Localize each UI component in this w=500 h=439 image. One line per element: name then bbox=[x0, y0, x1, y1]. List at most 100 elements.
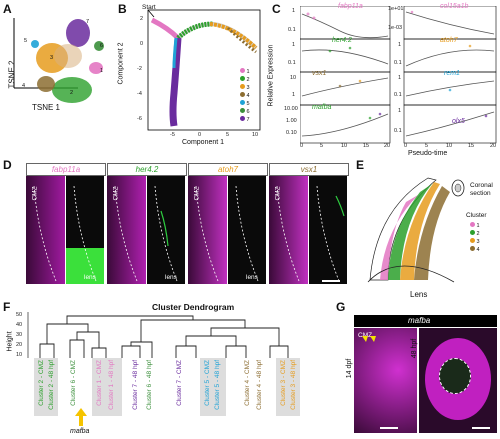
b-legend-item-4: 4 bbox=[240, 92, 250, 100]
f-leaf-box-2 bbox=[34, 358, 58, 416]
gene-atoh7: atoh7 bbox=[440, 37, 458, 44]
f-leaf-9: Cluster 5 - 48 hpf bbox=[214, 360, 221, 410]
d-header-atoh7: atoh7 bbox=[188, 163, 268, 176]
panel-label-f: F bbox=[3, 300, 11, 314]
d-lens-label-1: lens bbox=[84, 274, 96, 281]
tsne-ylabel: TSNE 2 bbox=[7, 60, 17, 89]
c-rtick-2: 1 bbox=[398, 42, 402, 48]
g-lens bbox=[439, 358, 471, 394]
c-ltick-1: 0.1 bbox=[288, 27, 296, 33]
c-xtick-l1: 5 bbox=[320, 143, 324, 149]
c-rtick-4: 1 bbox=[398, 75, 402, 81]
b-xtick-10: 10 bbox=[252, 132, 259, 138]
f-leaf-2: Cluster 6 - CMZ bbox=[70, 360, 77, 406]
c-ltick-7: 1.00 bbox=[286, 118, 297, 124]
c-xtick-r3: 15 bbox=[468, 143, 475, 149]
expression-plots bbox=[300, 6, 497, 144]
panel-label-c: C bbox=[272, 2, 281, 16]
d-scale-bar bbox=[322, 280, 340, 282]
g-scale-bar-1 bbox=[380, 427, 398, 429]
c-xlabel: Pseudo-time bbox=[408, 150, 448, 157]
trajectory-plot bbox=[147, 9, 261, 131]
b-ylabel: Component 2 bbox=[117, 42, 125, 85]
b-legend-item-7: 7 bbox=[240, 116, 250, 124]
b-ytick-2: 2 bbox=[140, 16, 144, 22]
b-legend-item-1: 1 bbox=[240, 68, 250, 76]
f-leaf-10: Cluster 4 - CMZ bbox=[244, 360, 251, 406]
c-xtick-l2: 10 bbox=[341, 143, 348, 149]
g-header-bar bbox=[354, 315, 497, 327]
b-legend-item-5: 5 bbox=[240, 100, 250, 108]
d-lens-green bbox=[66, 248, 104, 284]
b-ytick--6: -6 bbox=[137, 116, 142, 122]
f-leaf-13: Cluster 3 - 48 hpf bbox=[290, 360, 297, 410]
d-cmz-label-1: CMZ bbox=[31, 186, 39, 201]
c-xtick-l0: 0 bbox=[300, 143, 304, 149]
tsne-cluster-7: 7 bbox=[86, 19, 90, 25]
d-header-vsx1: vsx1 bbox=[269, 163, 349, 176]
f-leaf-box-3 bbox=[276, 358, 300, 416]
panel-label-b: B bbox=[118, 2, 127, 16]
g-14dpf-image bbox=[354, 328, 417, 433]
c-rtick-6: 1 bbox=[398, 108, 402, 114]
d-cmz-label-3: CMZ bbox=[193, 186, 201, 201]
e-cluster-3: 3 bbox=[470, 238, 480, 245]
c-xtick-r4: 20 bbox=[490, 143, 497, 149]
f-leaf-11: Cluster 4 - 48 hpf bbox=[256, 360, 263, 410]
g-label-48hpf: 48 hpf bbox=[411, 338, 419, 359]
f-leaf-6: Cluster 6 - 48 hpf bbox=[146, 360, 153, 410]
f-leaf-3: Cluster 1 - CMZ bbox=[96, 360, 103, 406]
c-xtick-r0: 0 bbox=[404, 143, 408, 149]
d-her4-merge bbox=[107, 176, 146, 284]
f-leaf-0: Cluster 2 - CMZ bbox=[38, 360, 45, 406]
b-legend-item-2: 2 bbox=[240, 76, 250, 84]
d-atoh7-channel bbox=[228, 176, 266, 284]
c-rtick-3: 0.1 bbox=[394, 60, 402, 66]
g-cmz-label: CMZ bbox=[358, 332, 373, 339]
c-ltick-0: 1 bbox=[292, 8, 296, 14]
f-leaf-box-5 bbox=[200, 358, 226, 416]
g-scale-bar-2 bbox=[472, 427, 490, 429]
d-cmz-label-2: CMZ bbox=[112, 186, 120, 201]
f-leaf-7: Cluster 7 - CMZ bbox=[176, 360, 183, 406]
c-ltick-4: 10 bbox=[290, 75, 297, 81]
gene-fabp11a: fabp11a bbox=[338, 3, 363, 10]
b-xlabel: Component 1 bbox=[182, 139, 225, 146]
d-vsx1-merge bbox=[269, 176, 308, 284]
c-xtick-r2: 10 bbox=[446, 143, 453, 149]
c-ltick-6: 10.00 bbox=[284, 106, 298, 112]
tsne-cluster-6: 6 bbox=[100, 43, 104, 49]
gene-her4-2: her4.2 bbox=[332, 37, 352, 44]
panel-label-d: D bbox=[3, 158, 12, 172]
d-header-fabp11a: fabp11a bbox=[26, 163, 106, 176]
gene-olx5: olx5 bbox=[452, 118, 465, 125]
b-legend-item-3: 3 bbox=[240, 84, 250, 92]
tsne-cluster-4: 4 bbox=[22, 83, 26, 89]
panel-label-e: E bbox=[356, 158, 365, 172]
e-coronal: Coronal bbox=[470, 182, 493, 189]
g-label-14dpf: 14 dpf bbox=[346, 358, 354, 379]
c-xtick-r1: 5 bbox=[425, 143, 429, 149]
d-header-her4-2: her4.2 bbox=[107, 163, 187, 176]
tsne-cluster-1: 1 bbox=[100, 68, 104, 74]
gene-mafba: mafba bbox=[312, 104, 332, 111]
e-section: section bbox=[470, 190, 491, 197]
c-ylabel: Relative Expression bbox=[267, 44, 275, 107]
schematic-eye bbox=[367, 177, 465, 283]
panel-label-g: G bbox=[336, 300, 346, 314]
g-arrowhead-icons bbox=[362, 336, 376, 342]
f-leaf-4: Cluster 1 - 48 hpf bbox=[108, 360, 115, 410]
c-ltick-5: 1 bbox=[292, 92, 296, 98]
e-cluster-1: 1 bbox=[470, 222, 480, 229]
f-ytick-10: 10 bbox=[16, 352, 23, 358]
gene-col15a1b: col15a1b bbox=[440, 3, 469, 10]
c-ltick-3: 0.1 bbox=[288, 60, 296, 66]
dendrogram-title: Cluster Dendrogram bbox=[152, 302, 235, 312]
b-legend-item-6: 6 bbox=[240, 108, 250, 116]
f-leaf-box-1 bbox=[92, 358, 122, 416]
d-cmz-label-4: CMZ bbox=[274, 186, 282, 201]
b-ytick--2: -2 bbox=[137, 66, 142, 72]
e-cluster-title: Cluster bbox=[466, 212, 487, 219]
c-ltick-8: 0.10 bbox=[286, 130, 297, 136]
d-atoh7-merge bbox=[188, 176, 227, 284]
